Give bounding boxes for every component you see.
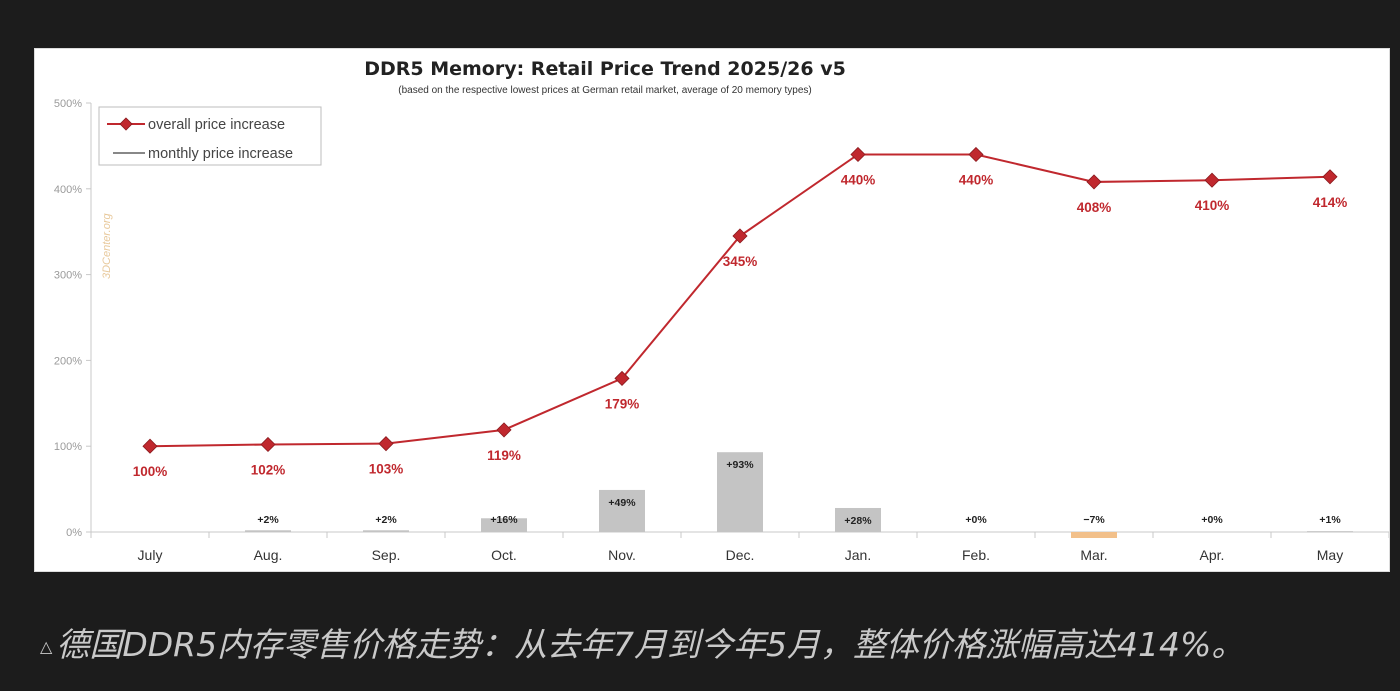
watermark-text: 3DCenter.org <box>101 212 113 279</box>
overall-price-data-label: 179% <box>605 396 640 411</box>
x-tick-label: Apr. <box>1200 547 1225 563</box>
plot-area: 0% 100% 200% 300% 400% 500% July Aug. Sep. Oct. No… <box>54 98 1389 563</box>
overall-price-marker <box>142 438 158 454</box>
legend-box <box>98 106 322 166</box>
monthly-bar <box>1071 532 1117 539</box>
x-tick-label: Nov. <box>608 547 636 563</box>
overall-price-data-label: 103% <box>369 462 404 477</box>
monthly-bar-label: +1% <box>1319 514 1341 526</box>
x-tick-label: May <box>1317 547 1343 563</box>
monthly-bar <box>717 452 763 532</box>
chart-legend: overall price increase monthly price inc… <box>98 106 322 166</box>
overall-price-marker <box>968 146 984 163</box>
overall-price-marker <box>614 370 630 386</box>
overall-price-marker <box>378 436 394 452</box>
monthly-bar-label: +2% <box>375 514 397 526</box>
x-tick-label: Dec. <box>726 547 755 563</box>
x-tick-label: Oct. <box>491 547 517 563</box>
overall-price-data-label: 408% <box>1077 200 1112 215</box>
x-tick-label: Sep. <box>372 547 401 563</box>
monthly-bar-label: +16% <box>490 514 518 526</box>
chart-subtitle: (based on the respective lowest prices a… <box>398 85 812 96</box>
overall-price-data-label: 440% <box>959 172 994 187</box>
x-tick-label: Mar. <box>1080 547 1107 563</box>
y-tick-label: 0% <box>66 527 82 539</box>
y-tick-label: 400% <box>54 184 82 196</box>
overall-price-data-label: 414% <box>1313 195 1348 210</box>
caption-triangle-icon: △ <box>40 637 53 656</box>
overall-price-line <box>149 153 1331 448</box>
overall-price-marker <box>732 228 748 244</box>
y-tick-label: 100% <box>54 441 82 453</box>
y-tick-label: 500% <box>54 98 82 110</box>
y-tick-label: 300% <box>54 270 82 282</box>
price-trend-chart: DDR5 Memory: Retail Price Trend 2025/26 … <box>54 58 1389 563</box>
figure-caption: △ 德国DDR5内存零售价格走势：从去年7月到今年5月，整体价格涨幅高达414%。 <box>40 620 1380 670</box>
overall-price-data-label: 345% <box>723 254 758 269</box>
legend-marker-overall <box>119 117 133 131</box>
overall-price-data-label: 440% <box>841 172 876 187</box>
monthly-bar-label: +0% <box>965 514 987 526</box>
x-tick-label: Aug. <box>254 547 283 563</box>
monthly-bar <box>835 507 881 532</box>
monthly-bar <box>1307 531 1353 533</box>
overall-price-marker <box>1086 174 1102 190</box>
monthly-bar-label: +28% <box>844 515 872 527</box>
overall-price-marker <box>1204 172 1220 188</box>
x-tick-label: Jan. <box>845 547 871 563</box>
monthly-bar-label: +93% <box>726 459 754 471</box>
overall-price-data-label: 100% <box>133 464 168 479</box>
overall-price-marker <box>1322 169 1338 185</box>
monthly-bar <box>481 518 527 532</box>
monthly-bar <box>599 489 645 532</box>
monthly-bar <box>245 530 291 532</box>
caption-text: 德国DDR5内存零售价格走势：从去年7月到今年5月，整体价格涨幅高达414%。 <box>56 625 1245 664</box>
overall-price-marker <box>496 422 512 438</box>
overall-price-data-label: 119% <box>487 448 521 463</box>
overall-price-data-label: 102% <box>251 462 286 477</box>
monthly-bar-label: −7% <box>1083 514 1105 526</box>
overall-price-marker <box>260 436 276 453</box>
monthly-bar-label: +0% <box>1201 514 1223 526</box>
legend-label-overall: overall price increase <box>148 117 285 133</box>
y-tick-label: 200% <box>54 355 82 367</box>
chart-card: DDR5 Memory: Retail Price Trend 2025/26 … <box>34 48 1390 572</box>
legend-label-monthly: monthly price increase <box>148 146 293 162</box>
x-tick-label: July <box>138 547 163 563</box>
monthly-bar-label: +2% <box>257 514 279 526</box>
x-tick-label: Feb. <box>962 547 990 563</box>
overall-price-data-label: 410% <box>1195 198 1230 213</box>
chart-title: DDR5 Memory: Retail Price Trend 2025/26 … <box>364 58 846 80</box>
monthly-bar-label: +49% <box>608 497 636 509</box>
monthly-bar <box>363 530 409 532</box>
overall-price-marker <box>850 146 866 163</box>
